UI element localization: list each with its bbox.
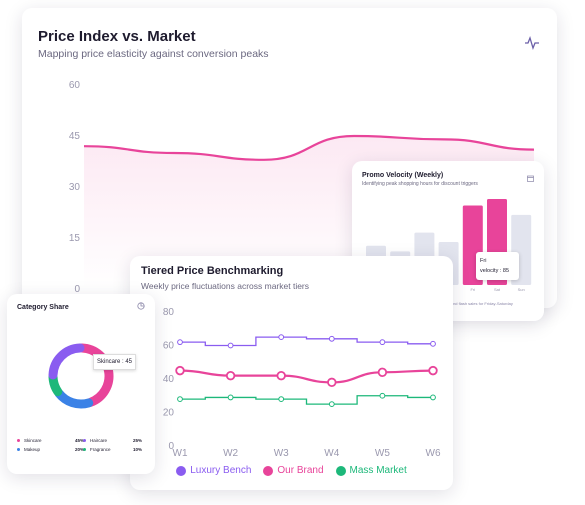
data-point xyxy=(379,392,386,399)
x-tick-label: Sun xyxy=(518,287,525,292)
data-point xyxy=(278,334,285,341)
tooltip-day: Fri xyxy=(480,258,487,264)
legend-item: Haircare 25% xyxy=(83,438,145,443)
data-point xyxy=(175,365,185,376)
data-point xyxy=(328,401,335,408)
y-tick-label: 0 xyxy=(168,441,174,452)
data-point xyxy=(377,367,388,377)
legend-swatch xyxy=(335,465,346,476)
legend-value: 10% xyxy=(133,447,143,452)
pie-slice xyxy=(77,343,114,407)
card-subtitle: Identifying peak shopping hours for disc… xyxy=(362,181,478,187)
series-line xyxy=(179,369,434,384)
x-tick-label: Fri xyxy=(470,287,475,292)
card-title: Promo Velocity (Weekly) xyxy=(362,172,444,179)
card-title: Tiered Price Benchmarking xyxy=(141,265,284,277)
series-line xyxy=(180,336,433,347)
chart-tooltip: Fri velocity : 85 xyxy=(476,252,519,280)
y-tick-label: 40 xyxy=(163,374,175,385)
data-point xyxy=(430,394,436,401)
x-tick-label: W2 xyxy=(223,448,238,459)
pie-slice xyxy=(54,388,94,409)
x-tick-label: Sat xyxy=(494,287,501,292)
legend-value: 25% xyxy=(133,438,143,443)
y-tick-label: 60 xyxy=(69,80,81,91)
legend-item[interactable]: Mass Market xyxy=(335,465,407,476)
legend-value: 20% xyxy=(75,447,85,452)
y-tick-label: 60 xyxy=(163,341,175,352)
y-tick-label: 15 xyxy=(69,233,81,244)
series-line xyxy=(180,395,433,405)
data-point xyxy=(177,396,183,403)
x-tick-label: W3 xyxy=(274,448,289,459)
data-point xyxy=(278,396,285,403)
data-point xyxy=(227,342,234,349)
calendar-icon[interactable] xyxy=(527,175,534,184)
data-point xyxy=(428,365,438,376)
card-subtitle: Mapping price elasticity against convers… xyxy=(38,48,269,60)
x-tick-label: W6 xyxy=(426,448,441,459)
pie-slice xyxy=(48,343,85,380)
y-tick-label: 80 xyxy=(163,307,175,318)
legend-item: Fragrance 10% xyxy=(83,447,145,452)
legend-label: Luxury Bench xyxy=(190,465,252,476)
category-share-card: Category Share Skincare : 45 Skincare 45%… xyxy=(7,294,155,474)
pie-chart-icon[interactable] xyxy=(137,302,145,312)
data-point xyxy=(327,377,337,388)
legend-label: Skincare xyxy=(24,438,42,443)
legend-label: Fragrance xyxy=(90,447,111,452)
chart-legend: Luxury Bench Our Brand Mass Market xyxy=(130,465,453,476)
series-line xyxy=(83,134,535,161)
legend-swatch xyxy=(176,465,187,476)
y-tick-label: 0 xyxy=(74,284,80,295)
tooltip-value: velocity : 85 xyxy=(480,268,510,274)
legend-swatch xyxy=(17,448,20,451)
legend-item: Skincare 45% xyxy=(17,438,87,443)
category-donut-chart xyxy=(48,343,114,409)
x-tick-label: W1 xyxy=(173,448,188,459)
y-tick-label: 20 xyxy=(163,408,175,419)
x-tick-label: W5 xyxy=(375,448,390,459)
activity-icon[interactable] xyxy=(525,36,539,53)
legend-label: Haircare xyxy=(90,438,108,443)
card-subtitle: Weekly price fluctuations across market … xyxy=(141,281,310,291)
data-point xyxy=(227,394,234,401)
y-tick-label: 30 xyxy=(69,182,81,193)
legend-label: Makeup xyxy=(24,447,41,452)
x-tick-label: W4 xyxy=(324,448,339,459)
data-point xyxy=(379,339,386,346)
legend-label: Mass Market xyxy=(349,465,407,476)
legend-swatch xyxy=(263,465,274,476)
tiered-price-card: 80 60 40 20 0 W1 W2 W3 W4 W5 W6 Tiered Price Bench… xyxy=(130,256,453,490)
legend-swatch xyxy=(17,439,20,442)
legend-item: Makeup 20% xyxy=(17,447,87,452)
data-point xyxy=(225,370,236,381)
data-point xyxy=(276,370,286,381)
legend-label: Our Brand xyxy=(277,465,324,476)
data-point xyxy=(430,340,436,347)
legend-swatch xyxy=(83,439,86,442)
tiered-price-chart: 80 60 40 20 0W1 W2 W3 W4 W5 W6 xyxy=(163,307,441,459)
card-title: Price Index vs. Market xyxy=(38,28,196,45)
chart-tooltip: Skincare : 45 xyxy=(93,354,137,370)
legend-value: 45% xyxy=(75,438,85,443)
legend-swatch xyxy=(83,448,86,451)
data-point xyxy=(177,339,183,346)
card-title: Category Share xyxy=(17,304,69,311)
legend-item[interactable]: Luxury Bench xyxy=(176,465,251,476)
legend-item[interactable]: Our Brand xyxy=(263,465,324,476)
data-point xyxy=(328,335,335,342)
y-tick-label: 45 xyxy=(69,131,81,142)
